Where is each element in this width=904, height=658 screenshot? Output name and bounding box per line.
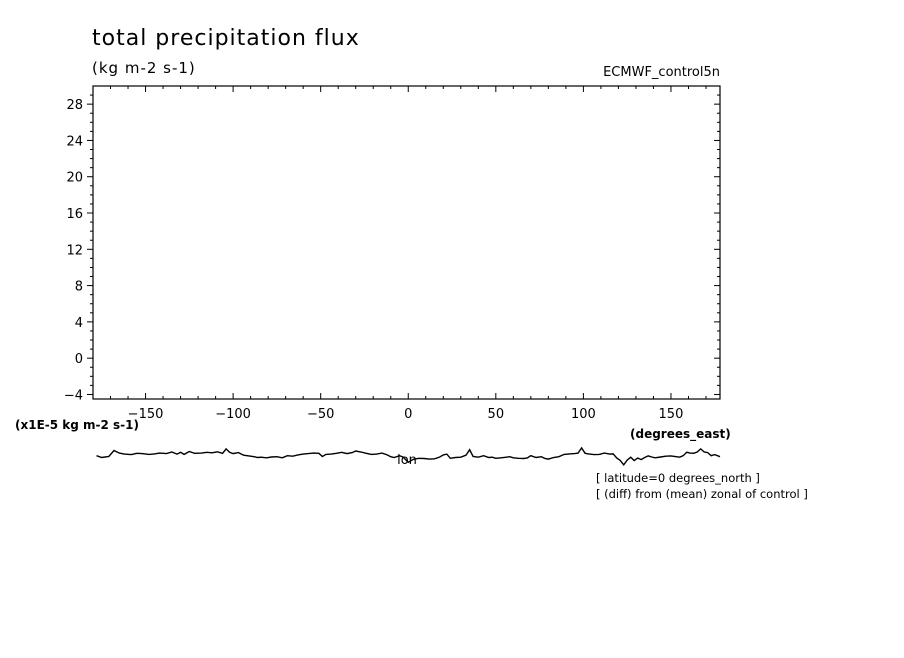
latitude-note: [ latitude=0 degrees_north ] [596,471,760,485]
x-tick-label: −100 [215,407,251,422]
x-tick-label: 50 [488,407,505,422]
y-tick-label: 20 [66,171,83,186]
chart-units: (kg m-2 s-1) [92,59,196,77]
chart-title: total precipitation flux [92,26,360,51]
x-units: (degrees_east) [630,427,731,442]
source-label: ECMWF_control5n [603,65,720,80]
y-tick-label: 8 [75,280,83,295]
y-tick-label: 4 [75,316,83,331]
y-tick-label: 16 [66,207,83,222]
scale-note: (x1E-5 kg m-2 s-1) [15,418,139,432]
y-tick-label: 0 [75,352,83,367]
x-tick-label: −150 [128,407,164,422]
x-axis-label: lon [397,453,417,468]
x-tick-label: 150 [659,407,684,422]
diff-note: [ (diff) from (mean) zonal of control ] [596,487,808,501]
x-tick-label: 0 [404,407,412,422]
plot-frame [92,85,721,400]
y-tick-label: 28 [66,98,83,113]
axis-ticks [87,86,720,399]
y-tick-label: −4 [64,388,83,403]
axis-tick-labels: −4 0 4 8 12 16 20 24 28 −150 −100 −50 0 50 100 150 [64,98,684,422]
y-tick-label: 24 [66,134,83,149]
x-tick-label: 100 [571,407,596,422]
series-line [96,446,721,466]
x-tick-label: −50 [307,407,334,422]
y-tick-label: 12 [66,243,83,258]
